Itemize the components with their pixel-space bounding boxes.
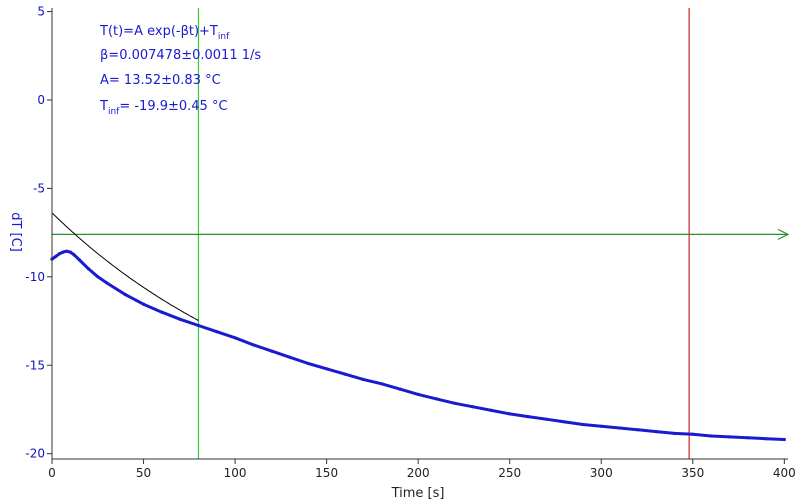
horizontal-cursor-arrow-icon — [777, 228, 790, 240]
axis-layer: 50-5-10-15-200 50 100 150 200 250 300 350 400 — [25, 5, 795, 480]
fit-beta: β=0.007478±0.0011 1/s — [100, 48, 261, 63]
fit-curve — [51, 212, 199, 321]
data-point — [416, 392, 420, 396]
data-point — [398, 387, 402, 391]
data-point — [636, 428, 640, 432]
data-point — [96, 275, 100, 279]
fit-tinf: Tinf= -19.9±0.45 °C — [99, 99, 228, 117]
cursor-layer — [52, 8, 790, 459]
data-point — [77, 258, 82, 262]
x-tick-label: 100 — [224, 466, 247, 480]
data-point — [709, 434, 713, 438]
data-point — [453, 401, 457, 405]
x-axis-label: Time [s] — [391, 486, 445, 501]
data-point — [233, 336, 237, 340]
data-point — [489, 408, 493, 412]
data-series-line — [50, 249, 786, 441]
data-point — [691, 432, 695, 436]
data-point — [105, 281, 109, 285]
data-point — [563, 420, 567, 424]
data-point — [178, 317, 182, 321]
data-point — [57, 252, 61, 256]
data-point — [72, 253, 76, 257]
data-point — [306, 361, 310, 366]
data-layer — [50, 212, 786, 442]
data-point — [123, 292, 127, 297]
data-point — [581, 422, 585, 427]
data-point — [380, 382, 384, 386]
data-point — [508, 412, 512, 416]
x-tick-label: 50 — [136, 466, 151, 480]
data-point — [434, 397, 439, 401]
data-point — [764, 437, 768, 441]
x-tick-label: 300 — [590, 466, 613, 480]
fit-amplitude: A= 13.52±0.83 °C — [100, 73, 221, 88]
data-point — [599, 424, 603, 428]
data-point — [141, 302, 146, 306]
y-axis-label: dT [C] — [8, 212, 23, 252]
x-tick-label: 350 — [681, 466, 704, 480]
data-point — [343, 372, 347, 376]
x-tick-label: 250 — [498, 466, 521, 480]
fit-equation: T(t)=A exp(-βt)+Tinf — [99, 24, 230, 42]
data-point — [782, 437, 786, 442]
y-tick-label: -5 — [33, 181, 45, 195]
y-tick-label: -20 — [25, 447, 45, 461]
data-point — [270, 349, 274, 353]
fit-annotation: T(t)=A exp(-βt)+Tinf β=0.007478±0.0011 1… — [99, 24, 261, 117]
data-point — [251, 343, 255, 347]
data-point — [544, 417, 548, 421]
data-point — [618, 426, 622, 430]
data-point — [746, 436, 750, 440]
data-point — [325, 367, 329, 371]
data-point — [54, 254, 58, 259]
data-point — [727, 435, 732, 439]
data-point — [471, 405, 475, 409]
data-point — [68, 250, 72, 254]
x-tick-label: 150 — [315, 466, 338, 480]
data-point — [288, 355, 292, 359]
data-point — [61, 250, 65, 254]
data-point — [672, 431, 677, 435]
data-point — [87, 267, 91, 271]
data-point — [196, 323, 201, 328]
data-point — [361, 377, 365, 381]
y-tick-label: -15 — [25, 358, 45, 372]
data-point — [526, 415, 530, 419]
y-tick-label: -10 — [25, 270, 45, 284]
data-point — [160, 310, 164, 314]
x-tick-label: 400 — [773, 466, 796, 480]
x-tick-label: 0 — [48, 466, 56, 480]
data-point — [65, 249, 69, 253]
data-point — [654, 430, 658, 434]
data-point — [215, 330, 219, 334]
x-tick-label: 200 — [407, 466, 430, 480]
y-tick-label: 0 — [37, 93, 45, 107]
y-tick-label: 5 — [37, 5, 45, 19]
